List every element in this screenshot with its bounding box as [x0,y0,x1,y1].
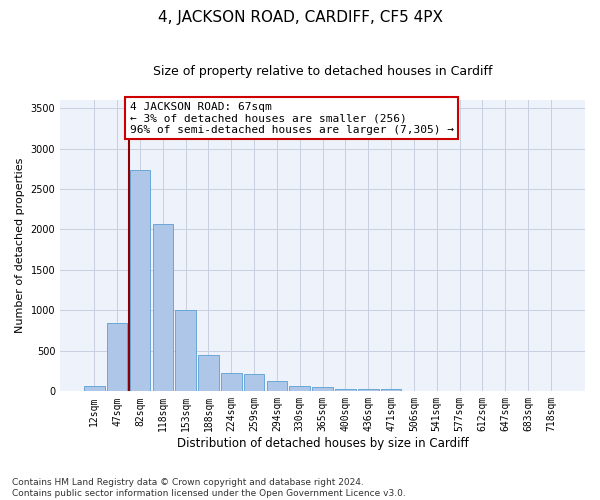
Bar [358,390,379,392]
Bar [381,390,401,392]
Bar [313,387,333,392]
Y-axis label: Number of detached properties: Number of detached properties [15,158,25,334]
Bar [198,354,219,392]
Bar [335,389,356,392]
Bar [152,224,173,392]
Title: Size of property relative to detached houses in Cardiff: Size of property relative to detached ho… [153,65,493,78]
Bar [221,373,242,392]
Text: 4 JACKSON ROAD: 67sqm
← 3% of detached houses are smaller (256)
96% of semi-deta: 4 JACKSON ROAD: 67sqm ← 3% of detached h… [130,102,454,135]
Bar [175,310,196,392]
Bar [266,381,287,392]
Bar [107,322,127,392]
Bar [289,386,310,392]
Bar [84,386,104,392]
Bar [130,170,150,392]
Text: Contains HM Land Registry data © Crown copyright and database right 2024.
Contai: Contains HM Land Registry data © Crown c… [12,478,406,498]
Text: 4, JACKSON ROAD, CARDIFF, CF5 4PX: 4, JACKSON ROAD, CARDIFF, CF5 4PX [157,10,443,25]
X-axis label: Distribution of detached houses by size in Cardiff: Distribution of detached houses by size … [177,437,469,450]
Bar [244,374,265,392]
